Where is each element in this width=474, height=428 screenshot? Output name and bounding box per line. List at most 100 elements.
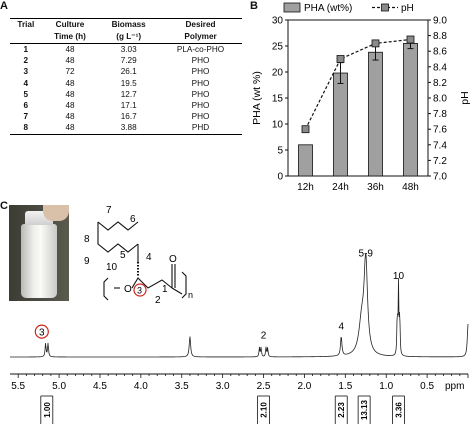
y2-tick-label: 7.6: [433, 125, 447, 136]
y2-tick-label: 8.2: [433, 78, 447, 89]
x-tick-label: 36h: [367, 182, 384, 193]
cell-polymer: PHO: [191, 56, 210, 66]
legend-marker-ph: [381, 3, 389, 12]
panel-label-a: A: [0, 0, 8, 12]
y-axis-label: PHA (wt %): [251, 71, 263, 125]
table-header-row: Trial Culture Biomass Desired: [10, 18, 242, 31]
x-tick-label: 3.5: [175, 381, 189, 392]
atom-label-7: 7: [106, 205, 112, 216]
table-header-row-2: Time (h) (g L⁻¹) Polymer: [10, 31, 242, 44]
y2-tick-label: 8.0: [433, 94, 447, 105]
cell-biomass: 12.7: [120, 89, 137, 99]
header-biomass: Biomass: [98, 18, 160, 31]
y-tick-label: 15: [272, 94, 284, 105]
x-tick-label: 2.5: [257, 381, 271, 392]
table-row: 1 48 3.03 PLA-co-PHO: [10, 44, 242, 56]
backbone-end: [171, 287, 183, 295]
cell-culture-time: 48: [41, 122, 99, 135]
cell-culture-time: 48: [65, 89, 75, 99]
x-tick-label: 24h: [332, 182, 349, 193]
cell-trial: 7: [23, 112, 29, 122]
peak-label: 3: [39, 328, 45, 339]
y-tick-label: 30: [272, 16, 284, 27]
hexyl-chain-top: [97, 221, 139, 231]
bracket-left: [103, 277, 109, 301]
cell-trial: 8: [10, 122, 42, 135]
y-tick-label: 5: [277, 146, 283, 157]
cell-culture-time: 48: [65, 101, 75, 111]
x-tick-label: 4.5: [93, 381, 107, 392]
atom-label-3: 3: [137, 286, 142, 296]
cell-polymer: PHD: [159, 122, 242, 135]
table-body: 1 48 3.03 PLA-co-PHO 2 48 7.29 PHO 3 72 26.1 PHO 4 48…: [10, 44, 242, 135]
bracket-right: [181, 271, 187, 299]
y2-tick-label: 9.0: [433, 16, 447, 27]
cell-culture-time: 48: [65, 56, 75, 66]
y-tick-label: 25: [272, 42, 284, 53]
x-axis-unit: ppm: [445, 381, 464, 392]
x-tick-label: 48h: [402, 182, 419, 193]
table-row: 6 48 17.1 PHO: [10, 100, 242, 111]
cell-trial: 2: [23, 56, 29, 66]
peak-label: 5-9: [359, 248, 374, 259]
atom-label-1: 1: [162, 284, 168, 295]
structure-bonds: [97, 221, 187, 301]
cell-culture-time: 48: [65, 78, 75, 88]
table-row: 8 48 3.88 PHD: [10, 122, 242, 135]
legend-swatch-pha: [283, 2, 301, 13]
cell-trial: 4: [23, 78, 29, 88]
peak-label-circle: [34, 324, 49, 339]
cell-biomass: 26.1: [120, 67, 137, 77]
cell-culture-time: 72: [65, 67, 75, 77]
bar-pha: [298, 144, 313, 177]
cell-polymer: PHO: [191, 101, 210, 111]
x-tick-label: 5.0: [52, 381, 66, 392]
x-tick-label: 1.0: [379, 381, 393, 392]
y2-tick-label: 8.4: [433, 62, 447, 73]
atom-label-9: 9: [84, 256, 90, 267]
header-culture-2: Time (h): [41, 31, 99, 44]
cell-biomass: 19.5: [120, 78, 137, 88]
polymer-structure: 8 7 6 5 9 10 4 3 2 1 O O n: [84, 205, 193, 306]
atom-label-5: 5: [120, 250, 126, 261]
ph-point: [371, 39, 380, 48]
atom-label-2: 2: [155, 295, 161, 306]
oxygen-label: O: [124, 284, 132, 295]
hexyl-chain-bottom: [97, 222, 139, 253]
header-polymer: Desired: [159, 18, 242, 31]
table-row: 3 72 26.1 PHO: [10, 66, 242, 77]
y2-tick-label: 7.8: [433, 109, 447, 120]
x-tick-label: 3.0: [216, 381, 230, 392]
atom-label-4: 4: [146, 252, 152, 263]
cell-trial: 3: [23, 67, 29, 77]
cell-biomass: 17.1: [120, 101, 137, 111]
ph-point: [336, 55, 345, 63]
y-tick-label: 10: [272, 120, 284, 131]
table-row: 4 48 19.5 PHO: [10, 78, 242, 89]
carbonyl-oxygen-label: O: [169, 254, 177, 265]
y2-tick-label: 8.6: [433, 47, 447, 58]
table-row: 7 48 16.7 PHO: [10, 111, 242, 122]
y2-axis-label: pH: [459, 91, 471, 104]
integral-value: 2.10: [260, 402, 269, 418]
integral-value: 13.13: [360, 399, 369, 420]
repeat-unit-label: n: [188, 290, 193, 300]
y-tick-label: 0: [277, 172, 283, 183]
bar-pha: [368, 51, 383, 177]
circle-atom-3: [133, 283, 147, 297]
y2-tick-label: 8.8: [433, 31, 447, 42]
x-tick-label: 0.5: [420, 381, 434, 392]
integral-value: 3.36: [394, 402, 403, 418]
header-polymer-2: Polymer: [159, 31, 242, 44]
spectrum-trace: [10, 253, 469, 358]
ph-point: [406, 35, 415, 44]
pha-ph-chart: 0 5 10 15 20 25 30 7.0 7.2 7.4 7.6 7.8 8.0 8.2 8.4 8.6 8…: [251, 2, 471, 193]
cell-polymer: PHO: [191, 89, 210, 99]
backbone: [131, 277, 173, 289]
peak-label: 4: [338, 321, 344, 332]
bar-pha: [333, 72, 348, 177]
cell-polymer: PHO: [191, 67, 210, 77]
ph-point: [301, 125, 310, 134]
legend-label-ph: pH: [401, 3, 414, 14]
x-tick-label: 1.5: [338, 381, 352, 392]
